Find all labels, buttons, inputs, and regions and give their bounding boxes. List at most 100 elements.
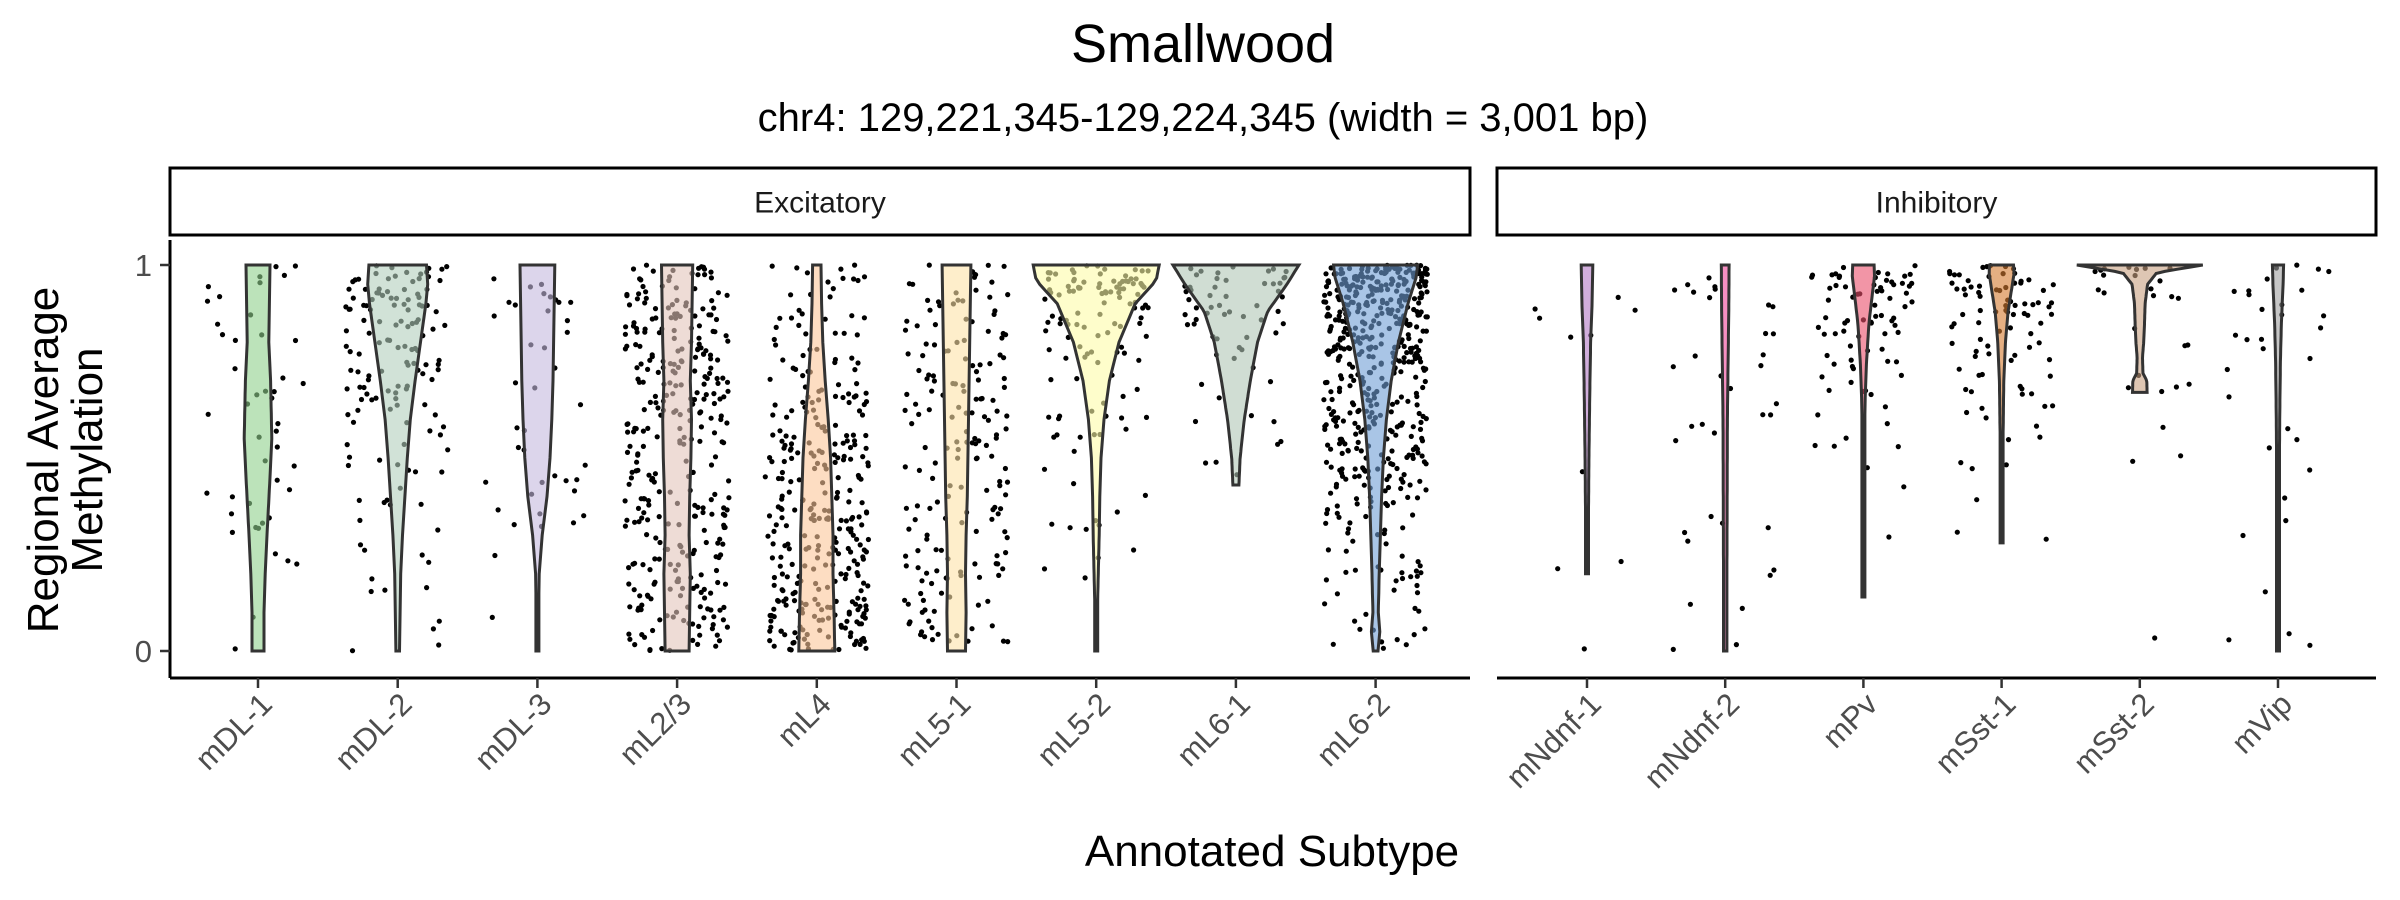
data-point-ml6-2 bbox=[1398, 394, 1404, 400]
data-point-ml5-1 bbox=[930, 373, 937, 379]
data-point-ml2-3 bbox=[722, 512, 728, 518]
data-point-ml5-1 bbox=[919, 578, 925, 584]
data-point-ml6-2 bbox=[1383, 541, 1389, 547]
data-point-ml4 bbox=[835, 382, 842, 388]
data-point-ml5-1 bbox=[902, 407, 908, 413]
data-point-ml4 bbox=[791, 434, 797, 440]
data-point-ml2-3 bbox=[696, 323, 703, 329]
data-point-ml4 bbox=[843, 571, 849, 578]
data-point-msst-1 bbox=[1974, 497, 1980, 503]
data-point-mndnf-2 bbox=[1685, 538, 1691, 544]
data-point-ml2-3 bbox=[697, 438, 703, 444]
facet-strip-excitatory bbox=[168, 166, 1472, 237]
data-point-mdl-2 bbox=[435, 367, 441, 373]
data-point-ml2-3 bbox=[700, 505, 706, 511]
data-point-mdl-1 bbox=[229, 494, 235, 500]
violin-ml5-1 bbox=[940, 263, 973, 653]
data-point-msst-2 bbox=[2148, 286, 2154, 292]
data-point-mpv bbox=[1815, 324, 1821, 330]
data-point-ml6-2 bbox=[1422, 626, 1428, 632]
data-point-ml5-1 bbox=[905, 351, 911, 357]
data-point-ml6-2 bbox=[1388, 409, 1394, 415]
data-point-ml6-2 bbox=[1338, 373, 1344, 379]
data-point-mndnf-2 bbox=[1768, 412, 1774, 418]
facet-label-excitatory: Excitatory bbox=[754, 187, 886, 220]
data-point-ml2-3 bbox=[655, 405, 661, 411]
violin-mdl-3 bbox=[518, 263, 557, 653]
data-point-ml5-1 bbox=[1004, 479, 1011, 485]
data-point-msst-1 bbox=[2007, 325, 2013, 331]
data-point-mvip bbox=[2283, 518, 2289, 524]
data-point-ml4 bbox=[781, 458, 787, 465]
data-point-ml5-2 bbox=[1145, 305, 1151, 311]
data-point-msst-1 bbox=[1969, 466, 1975, 472]
data-point-ml6-2 bbox=[1401, 343, 1407, 349]
data-point-ml5-1 bbox=[973, 287, 979, 293]
data-point-mdl-2 bbox=[429, 376, 435, 383]
data-point-ml5-1 bbox=[920, 597, 927, 604]
data-point-mpv bbox=[1873, 313, 1879, 319]
data-point-ml5-1 bbox=[975, 377, 982, 383]
data-point-ml4 bbox=[767, 612, 773, 619]
x-tick-label-mpv: mPv bbox=[1816, 686, 1885, 755]
data-point-ml5-1 bbox=[987, 294, 993, 300]
data-point-ml6-2 bbox=[1327, 326, 1333, 332]
data-point-ml2-3 bbox=[724, 420, 730, 426]
data-point-ml4 bbox=[857, 641, 863, 648]
data-point-ml4 bbox=[782, 632, 788, 638]
data-point-mdl-1 bbox=[232, 646, 238, 652]
data-point-mdl-1 bbox=[292, 337, 299, 344]
data-point-ml2-3 bbox=[656, 514, 662, 520]
data-point-ml4 bbox=[789, 408, 795, 414]
data-point-msst-1 bbox=[2033, 423, 2040, 429]
data-point-ml4 bbox=[863, 603, 869, 609]
data-point-msst-1 bbox=[2029, 391, 2035, 397]
data-point-ml5-1 bbox=[916, 411, 922, 417]
data-point-ml5-1 bbox=[975, 602, 982, 608]
data-point-mpv bbox=[1884, 421, 1890, 427]
data-point-ml6-1 bbox=[1191, 321, 1197, 327]
data-point-msst-1 bbox=[2019, 391, 2025, 397]
data-point-msst-1 bbox=[2050, 282, 2056, 288]
data-point-ml5-1 bbox=[910, 281, 916, 287]
data-point-mvip bbox=[2240, 532, 2246, 539]
data-point-mdl-3 bbox=[514, 425, 520, 431]
data-point-ml4 bbox=[793, 366, 799, 372]
data-point-mndnf-1 bbox=[1555, 566, 1561, 572]
data-point-ml2-3 bbox=[713, 316, 720, 323]
data-point-mpv bbox=[1872, 302, 1878, 308]
data-point-ml4 bbox=[835, 455, 841, 461]
data-point-msst-1 bbox=[2042, 403, 2048, 409]
data-point-ml6-2 bbox=[1423, 328, 1429, 334]
data-point-ml6-2 bbox=[1414, 582, 1420, 589]
data-point-ml2-3 bbox=[711, 614, 717, 620]
data-point-mpv bbox=[1825, 297, 1831, 303]
data-point-ml6-2 bbox=[1422, 378, 1428, 385]
data-point-mndnf-1 bbox=[1568, 334, 1574, 340]
data-point-ml4 bbox=[846, 611, 852, 617]
data-point-mdl-2 bbox=[363, 303, 370, 309]
data-point-ml5-1 bbox=[905, 601, 911, 607]
data-point-ml4 bbox=[779, 587, 785, 593]
data-point-mdl-3 bbox=[511, 522, 517, 528]
data-point-ml2-3 bbox=[707, 352, 714, 358]
data-point-ml4 bbox=[799, 311, 805, 317]
data-point-ml5-1 bbox=[926, 372, 932, 378]
data-point-ml2-3 bbox=[634, 459, 640, 465]
data-point-ml6-1 bbox=[1278, 438, 1284, 445]
data-point-ml5-1 bbox=[903, 505, 910, 511]
data-point-ml4 bbox=[852, 641, 858, 648]
data-point-msst-1 bbox=[1954, 529, 1960, 535]
x-tick-label-ml5-1: mL5-1 bbox=[891, 686, 978, 773]
data-point-mdl-1 bbox=[229, 529, 235, 536]
data-point-ml5-2 bbox=[1074, 376, 1080, 382]
data-point-ml2-3 bbox=[708, 312, 714, 318]
data-point-ml6-2 bbox=[1352, 618, 1358, 624]
data-point-ml4 bbox=[771, 614, 777, 620]
data-point-ml4 bbox=[784, 414, 790, 420]
data-point-ml4 bbox=[769, 555, 776, 561]
data-point-ml6-2 bbox=[1356, 473, 1362, 479]
data-point-ml5-1 bbox=[1005, 292, 1011, 298]
data-point-ml5-1 bbox=[1003, 492, 1009, 498]
data-point-ml5-1 bbox=[969, 410, 975, 416]
